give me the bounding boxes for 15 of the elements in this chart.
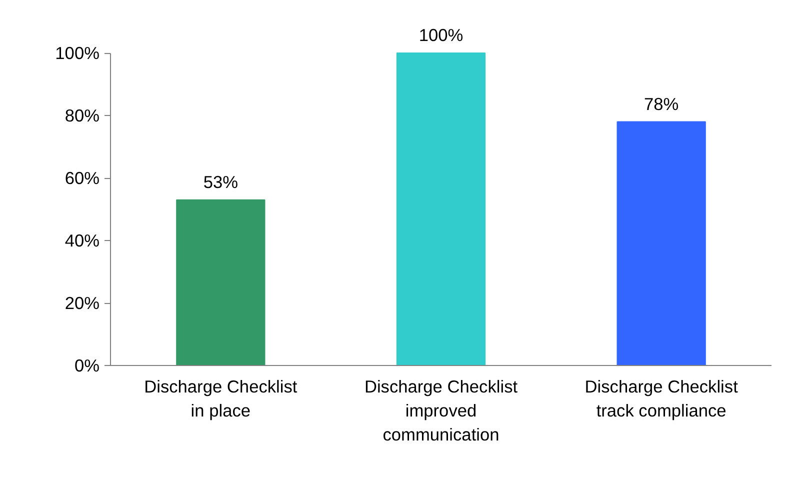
bar [176, 199, 266, 366]
x-tick-label: Discharge Checklist improved communication [364, 376, 518, 444]
y-tick-label: 60% [64, 168, 100, 188]
bar [396, 52, 486, 366]
y-tick-label: 80% [64, 106, 100, 126]
y-tick-label: 20% [64, 293, 100, 313]
y-tick-label: 0% [74, 356, 100, 376]
x-tick-label: Discharge Checklist in place [144, 376, 298, 420]
data-label: 53% [203, 172, 238, 192]
y-tick-label: 40% [64, 230, 100, 250]
data-label: 100% [418, 25, 464, 45]
x-tick-label: Discharge Checklist track compliance [584, 376, 738, 420]
data-label: 78% [644, 94, 679, 114]
y-tick-label: 100% [55, 43, 100, 63]
bar [616, 121, 706, 366]
